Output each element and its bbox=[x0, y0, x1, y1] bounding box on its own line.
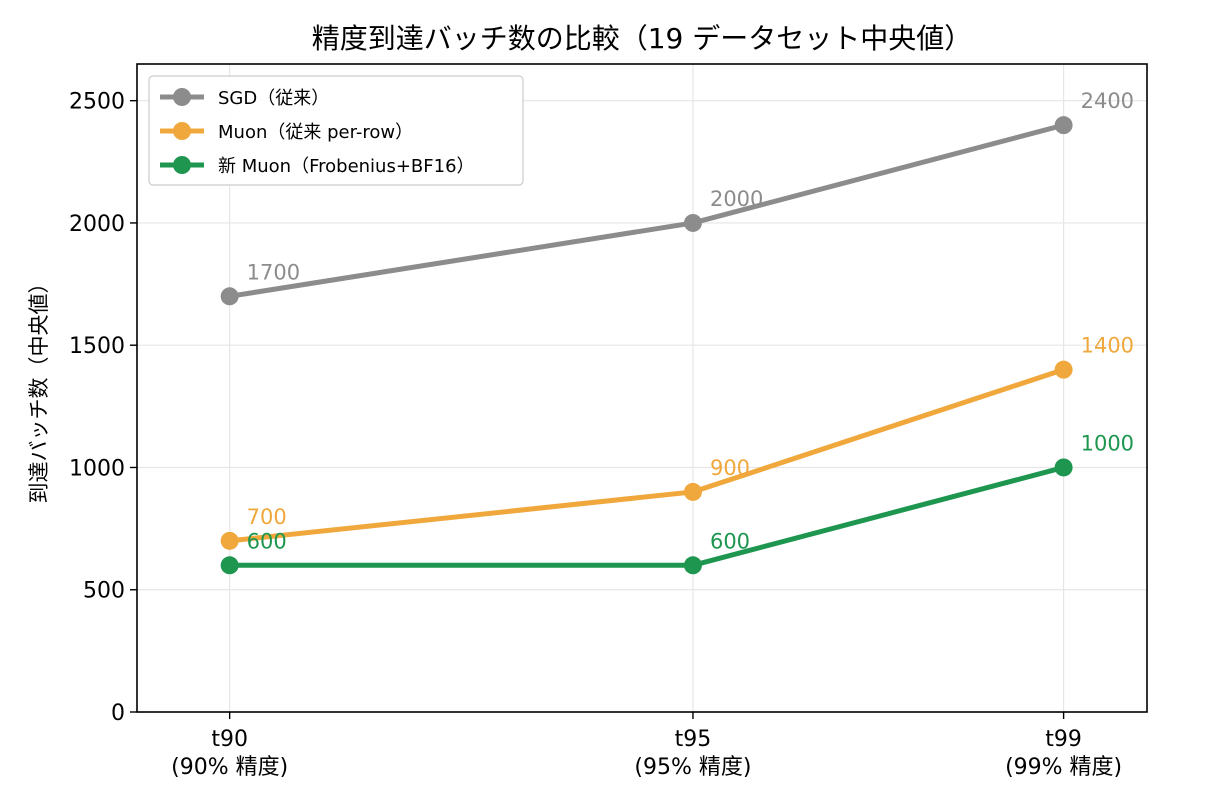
data-label: 2400 bbox=[1081, 89, 1134, 113]
x-tick-label: t95 (95% 精度) bbox=[634, 727, 751, 780]
data-label: 600 bbox=[247, 529, 287, 553]
y-tick-label: 2500 bbox=[69, 90, 125, 115]
series-layer bbox=[220, 116, 1073, 575]
data-label: 1400 bbox=[1081, 334, 1134, 358]
x-tick-label: t99 (99% 精度) bbox=[1005, 727, 1122, 780]
legend-marker bbox=[173, 88, 191, 106]
x-tick-label: t90 (90% 精度) bbox=[171, 727, 288, 780]
data-point bbox=[683, 482, 702, 501]
axes: 0 500 1000 1500 2000 2500 t90 (90% 精度) t95 (95% 精… bbox=[69, 90, 1122, 780]
data-label: 1700 bbox=[247, 260, 300, 284]
data-label: 600 bbox=[710, 529, 750, 553]
data-point bbox=[220, 287, 239, 306]
data-point bbox=[683, 213, 702, 232]
legend-label: SGD（従来） bbox=[218, 88, 329, 109]
y-tick-label: 1500 bbox=[69, 334, 125, 359]
legend: SGD（従来） Muon（従来 per-row） 新 Muon（Frobenius+… bbox=[148, 75, 524, 186]
legend-marker bbox=[173, 156, 191, 174]
data-label: 700 bbox=[247, 505, 287, 529]
legend-label: 新 Muon（Frobenius+BF16） bbox=[218, 156, 475, 177]
y-tick-label: 0 bbox=[111, 701, 125, 726]
data-labels: 1700 2000 2400 700 900 1400 600 600 1000 bbox=[247, 89, 1134, 553]
y-tick-label: 1000 bbox=[69, 456, 125, 481]
y-tick-label: 2000 bbox=[69, 212, 125, 237]
data-point bbox=[220, 531, 239, 550]
legend-label: Muon（従来 per-row） bbox=[218, 122, 413, 143]
data-point bbox=[220, 556, 239, 575]
data-point bbox=[1054, 458, 1073, 477]
legend-box bbox=[148, 75, 524, 186]
data-point bbox=[1054, 360, 1073, 379]
data-label: 2000 bbox=[710, 187, 763, 211]
plot-frame bbox=[136, 63, 1148, 713]
data-label: 1000 bbox=[1081, 431, 1134, 455]
y-axis-label: 到達バッチ数（中央値） bbox=[27, 273, 51, 504]
y-tick-label: 500 bbox=[83, 579, 125, 604]
legend-marker bbox=[173, 122, 191, 140]
data-label: 900 bbox=[710, 456, 750, 480]
chart-title: 精度到達バッチ数の比較（19 データセット中央値） bbox=[312, 22, 973, 55]
data-point bbox=[1054, 116, 1073, 135]
data-point bbox=[683, 556, 702, 575]
